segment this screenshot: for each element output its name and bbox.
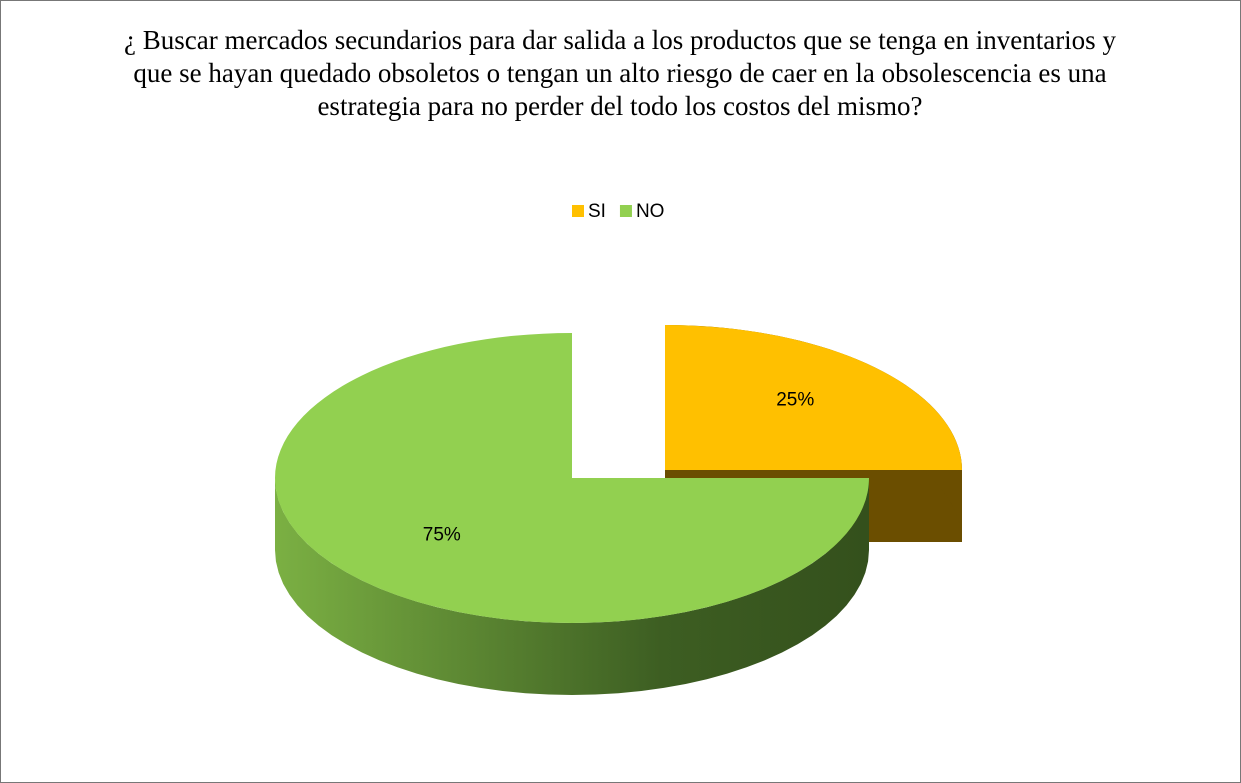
legend-swatch [619,205,632,217]
legend-label: SI [588,201,606,222]
slice [275,333,869,623]
legend-swatch [572,205,584,217]
data-label: 25% [776,389,814,410]
slice [665,325,962,470]
legend-label: NO [636,201,665,222]
chart-title: ¿ Buscar mercados secundarios para dar s… [124,25,1116,121]
slice-side [275,478,869,695]
data-label: 75% [423,525,461,546]
